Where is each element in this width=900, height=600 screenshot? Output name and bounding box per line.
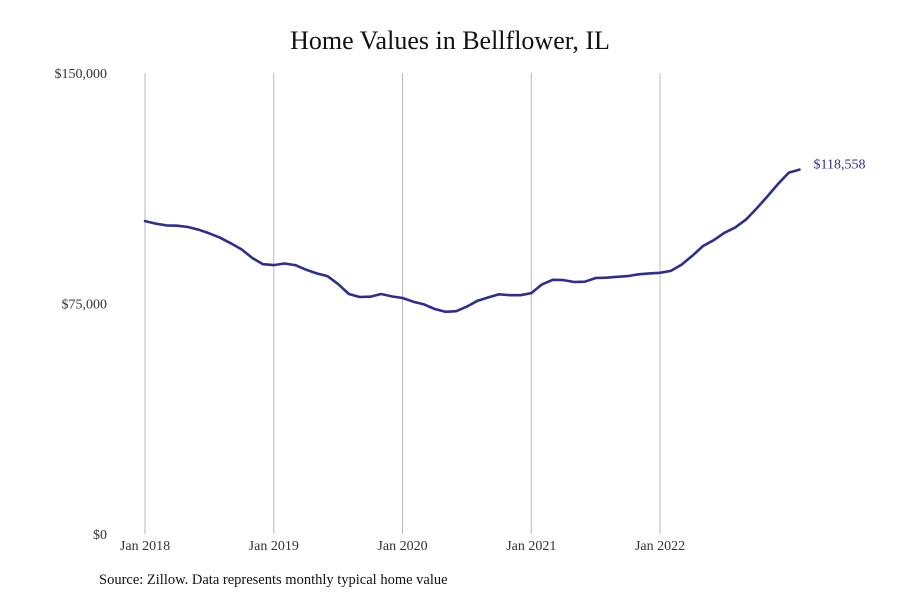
- home-value-line: [143, 168, 801, 314]
- latest-value-label: $118,558: [814, 158, 866, 173]
- x-axis-labels: Jan 2018 Jan 2019 Jan 2020 Jan 2021 Jan 2022: [120, 539, 685, 554]
- y-tick-label: $75,000: [62, 298, 108, 313]
- chart-title: Home Values in Bellflower, IL: [290, 26, 610, 55]
- y-tick-label: $150,000: [55, 67, 108, 82]
- x-tick-label: Jan 2018: [120, 539, 170, 554]
- source-note: Source: Zillow. Data represents monthly …: [99, 572, 448, 588]
- x-tick-label: Jan 2020: [377, 539, 427, 554]
- y-axis-labels: $0 $75,000 $150,000: [55, 67, 108, 543]
- y-tick-label: $0: [93, 528, 107, 543]
- x-tick-label: Jan 2019: [249, 539, 299, 554]
- x-tick-label: Jan 2022: [635, 539, 685, 554]
- grid-lines: [144, 73, 661, 534]
- x-tick-label: Jan 2021: [506, 539, 556, 554]
